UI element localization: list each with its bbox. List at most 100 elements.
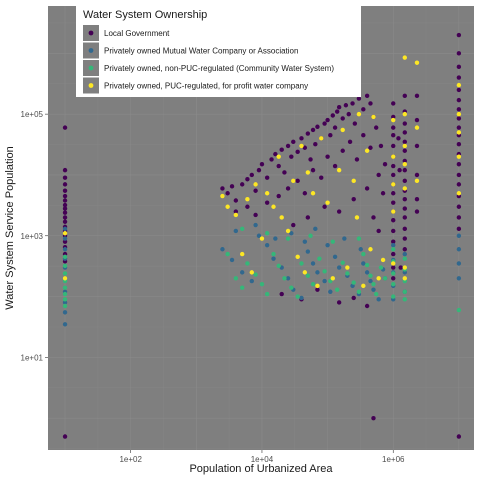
data-point bbox=[330, 239, 335, 244]
data-point bbox=[350, 283, 355, 289]
data-point bbox=[302, 270, 308, 275]
data-point bbox=[402, 139, 407, 145]
data-point bbox=[62, 182, 68, 187]
data-point bbox=[364, 93, 370, 99]
data-point bbox=[364, 186, 370, 191]
data-point bbox=[322, 121, 327, 126]
data-point bbox=[62, 239, 68, 244]
data-point bbox=[302, 145, 308, 150]
data-point bbox=[402, 247, 407, 252]
series-3 bbox=[62, 55, 462, 289]
data-point bbox=[351, 280, 356, 285]
data-point bbox=[62, 215, 68, 220]
data-point bbox=[356, 236, 362, 241]
data-point bbox=[364, 270, 370, 275]
data-point bbox=[271, 256, 276, 261]
data-point bbox=[220, 193, 225, 199]
data-point bbox=[402, 196, 407, 202]
data-point bbox=[62, 297, 68, 302]
data-point bbox=[305, 215, 311, 220]
data-point bbox=[302, 239, 308, 244]
data-point bbox=[378, 143, 384, 149]
data-point bbox=[391, 101, 396, 106]
data-point bbox=[391, 182, 396, 187]
data-point bbox=[414, 93, 420, 99]
data-point bbox=[253, 272, 258, 277]
data-point bbox=[402, 148, 407, 153]
data-point bbox=[402, 143, 407, 149]
x-axis-title: Population of Urbanized Area bbox=[189, 463, 333, 475]
data-point bbox=[391, 143, 396, 149]
data-point bbox=[456, 182, 462, 187]
data-point bbox=[368, 145, 373, 150]
data-point bbox=[456, 204, 462, 209]
data-point bbox=[62, 434, 68, 439]
data-point bbox=[456, 64, 462, 70]
data-point bbox=[391, 271, 396, 276]
legend-key-dot bbox=[88, 48, 94, 53]
data-point bbox=[456, 82, 462, 88]
data-point bbox=[305, 131, 311, 136]
legend-label: Privately owned, PUC-regulated, for prof… bbox=[104, 82, 308, 91]
data-point bbox=[371, 215, 376, 220]
data-point bbox=[356, 289, 362, 294]
data-point bbox=[62, 167, 68, 173]
data-point bbox=[253, 222, 258, 228]
data-point bbox=[225, 204, 230, 209]
data-point bbox=[249, 172, 254, 178]
data-point bbox=[343, 103, 349, 108]
data-point bbox=[402, 178, 407, 184]
data-point bbox=[239, 182, 245, 187]
data-point bbox=[249, 278, 254, 284]
data-point bbox=[239, 285, 245, 290]
data-point bbox=[289, 231, 294, 236]
data-point bbox=[336, 105, 342, 110]
data-point bbox=[315, 283, 320, 289]
data-point bbox=[233, 228, 239, 234]
data-point bbox=[62, 310, 68, 315]
data-point bbox=[264, 242, 270, 248]
data-point bbox=[391, 239, 396, 244]
data-point bbox=[456, 51, 462, 56]
data-point bbox=[391, 191, 396, 196]
data-point bbox=[271, 251, 276, 257]
data-point bbox=[62, 276, 68, 281]
data-point bbox=[325, 154, 330, 159]
data-point bbox=[391, 133, 396, 138]
data-point bbox=[391, 117, 396, 123]
data-point bbox=[371, 281, 376, 287]
data-point bbox=[368, 278, 373, 284]
data-point bbox=[253, 212, 258, 218]
data-point bbox=[414, 143, 420, 149]
data-point bbox=[313, 226, 318, 232]
data-point bbox=[229, 257, 235, 263]
data-point bbox=[295, 178, 300, 184]
data-point bbox=[402, 206, 407, 211]
data-point bbox=[332, 125, 338, 130]
data-point bbox=[334, 287, 340, 292]
data-point bbox=[279, 147, 284, 152]
data-point bbox=[62, 188, 68, 193]
data-point bbox=[456, 32, 462, 38]
data-point bbox=[310, 167, 316, 173]
data-point bbox=[245, 204, 250, 209]
data-point bbox=[402, 256, 407, 261]
data-point bbox=[391, 125, 396, 130]
x-tick-label: 1e+04 bbox=[251, 455, 274, 464]
data-point bbox=[295, 254, 300, 260]
data-point bbox=[402, 276, 407, 281]
data-point bbox=[361, 261, 366, 266]
data-point bbox=[352, 121, 358, 126]
data-point bbox=[62, 175, 68, 180]
data-point bbox=[271, 204, 276, 209]
data-point bbox=[380, 257, 386, 263]
data-point bbox=[402, 93, 407, 99]
data-point bbox=[456, 434, 462, 439]
data-point bbox=[402, 289, 407, 294]
data-point bbox=[456, 172, 462, 178]
data-point bbox=[402, 297, 407, 302]
data-point bbox=[456, 191, 462, 196]
data-point bbox=[351, 196, 356, 202]
data-point bbox=[380, 191, 386, 196]
